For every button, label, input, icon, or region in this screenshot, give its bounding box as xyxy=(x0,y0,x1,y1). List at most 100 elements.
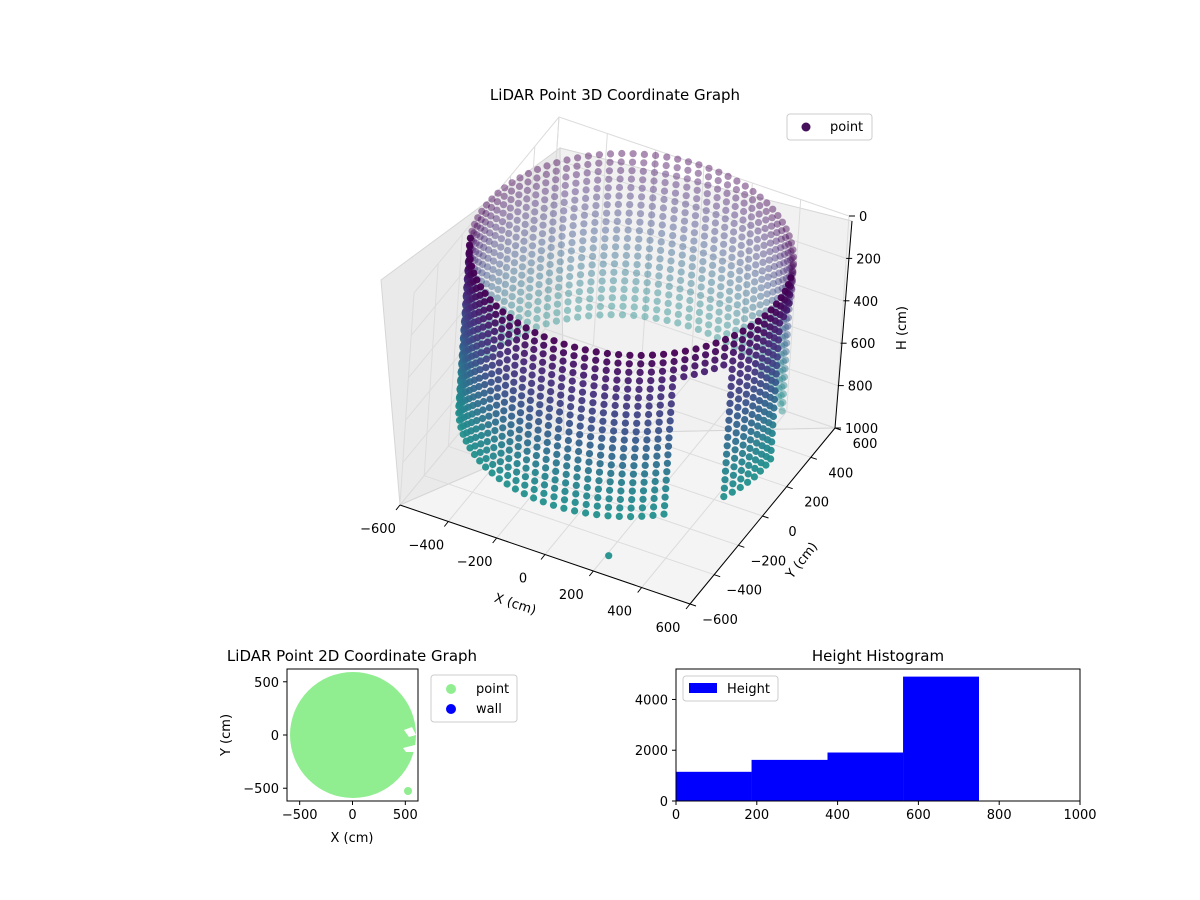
chart-3d-point xyxy=(732,429,740,437)
chart-3d-point xyxy=(601,392,609,400)
chart-3d-point xyxy=(751,360,760,368)
chart-3d-point xyxy=(733,420,741,428)
chart-3d-point xyxy=(666,425,674,433)
chart-3d-point xyxy=(539,221,547,229)
chart-3d-point xyxy=(536,392,544,400)
chart-3d-point xyxy=(608,294,616,302)
chart-3d-point xyxy=(627,175,636,183)
chart-3d-point xyxy=(738,224,747,233)
chart-3d-point xyxy=(744,365,752,373)
chart-3d-point xyxy=(684,166,692,174)
chart-3d-point xyxy=(758,267,766,275)
chart-3d-point xyxy=(522,456,531,464)
chart-3d-point xyxy=(779,276,787,284)
chart-3d-point xyxy=(569,360,578,368)
chart-3d-x-tick xyxy=(588,570,594,577)
chart-3d-point xyxy=(491,427,499,435)
chart-3d-point xyxy=(743,281,751,289)
chart-3d-point xyxy=(531,199,539,207)
chart-3d-point xyxy=(576,431,584,439)
chart-3d-point xyxy=(573,162,581,170)
chart-3d-point xyxy=(692,345,700,353)
chart-3d-point xyxy=(613,226,621,234)
chart-3d-point xyxy=(526,276,534,284)
chart-3d-point xyxy=(747,427,755,436)
chart-3d-point xyxy=(640,159,648,167)
chart-3d-point xyxy=(504,471,512,480)
chart-3d-point xyxy=(689,246,697,254)
chart-3d-point xyxy=(710,236,718,244)
chart-3d-point xyxy=(614,200,623,208)
chart-3d-point xyxy=(623,234,632,243)
chart-3d-point xyxy=(495,277,503,285)
chart-3d-point xyxy=(667,257,675,265)
chart-3d-point xyxy=(577,405,586,413)
chart-3d-point xyxy=(548,371,556,379)
chart-3d-point xyxy=(602,218,610,226)
chart-3d-point xyxy=(530,494,538,502)
chart-3d-point xyxy=(639,176,647,184)
chart-3d-point xyxy=(654,289,662,297)
chart-3d-point xyxy=(753,244,761,252)
chart-3d-point xyxy=(496,350,504,358)
chart-3d-point xyxy=(591,210,600,218)
chart-3d-point xyxy=(574,313,582,321)
chart-3d-point xyxy=(595,477,603,485)
chart-3d-point xyxy=(723,450,731,458)
chart-3d-point xyxy=(480,306,488,314)
chart-3d-point xyxy=(509,387,517,395)
chart-3d-point xyxy=(568,230,577,238)
chart-3d-point xyxy=(590,382,598,390)
chart-3d-point xyxy=(654,435,662,443)
chart-3d-point xyxy=(625,209,633,217)
chart-3d-point xyxy=(496,260,504,268)
chart-3d-point xyxy=(649,511,657,519)
chart-3d-point xyxy=(780,349,788,357)
chart-3d-point xyxy=(751,368,759,376)
chart-3d-point xyxy=(593,502,601,510)
chart-3d-point xyxy=(491,240,499,248)
chart-3d-point xyxy=(615,351,623,359)
chart-2d-gap-1 xyxy=(404,727,416,737)
chart-3d-x-tick xyxy=(395,504,401,511)
chart-3d-point xyxy=(739,441,747,449)
chart-3d-point xyxy=(604,184,612,192)
chart-3d-point xyxy=(478,269,486,277)
chart-3d-point xyxy=(571,188,579,196)
chart-3d-point xyxy=(730,340,738,348)
chart-3d-point xyxy=(783,331,791,339)
chart-3d-point xyxy=(576,422,584,430)
chart-3d-point xyxy=(764,281,772,290)
chart-3d-point xyxy=(505,322,513,330)
chart-3d-point xyxy=(682,200,690,208)
chart-3d-point xyxy=(533,174,541,182)
chart-3d-point xyxy=(572,179,580,187)
chart-3d-point xyxy=(592,348,600,356)
chart-3d-point xyxy=(758,442,766,450)
chart-3d-point xyxy=(590,235,598,244)
chart-3d-point xyxy=(549,210,558,218)
chart-3d-point xyxy=(599,417,607,425)
chart-3d-point xyxy=(731,454,739,462)
chart-3d-point xyxy=(556,266,564,274)
chart-3d-point xyxy=(508,301,516,309)
chart-3d-point xyxy=(470,450,479,459)
chart-3d-point xyxy=(503,356,511,364)
chart-3d-point xyxy=(485,237,493,245)
chart-3d-point xyxy=(756,301,764,309)
chart-3d-point xyxy=(732,318,740,326)
chart-3d-point xyxy=(579,380,587,388)
chart-3d-point xyxy=(472,433,480,442)
chart-3d-point xyxy=(535,409,543,417)
chart-3d-point xyxy=(691,220,699,228)
chart-3d-point xyxy=(552,467,560,475)
chart-3d-point xyxy=(516,297,524,305)
chart-3d-point xyxy=(509,284,517,292)
chart-3d-point xyxy=(685,305,694,313)
chart-3d-point xyxy=(492,410,500,418)
chart-3d-point xyxy=(690,229,699,237)
chart-3d-point xyxy=(556,258,564,266)
chart-3d-point xyxy=(723,330,731,338)
chart-3d-point xyxy=(673,172,681,180)
chart-3d-point xyxy=(712,211,720,219)
